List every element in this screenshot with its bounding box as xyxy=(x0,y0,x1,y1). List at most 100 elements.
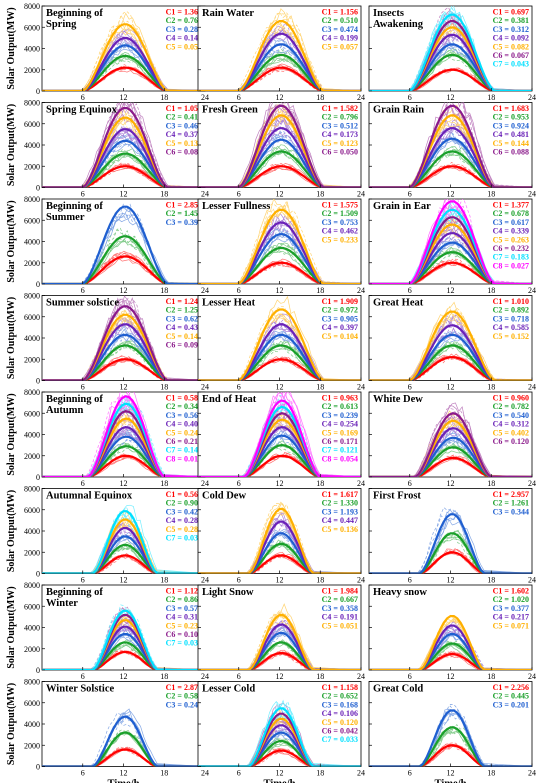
legend-c6: C6 = 0.042 xyxy=(322,727,358,736)
centroid-curve-c3 xyxy=(369,333,532,381)
legend-c5: C5 = 0.285 xyxy=(166,525,202,534)
x-tick-label: 18 xyxy=(160,93,168,102)
centroid-curve-c1 xyxy=(369,68,532,91)
legend-c2: C2 = 0.796 xyxy=(322,113,358,122)
centroid-curve-c2 xyxy=(42,445,205,477)
legend-c3: C3 = 0.286 xyxy=(166,25,202,34)
x-tick-label: 24 xyxy=(357,383,365,392)
centroid-curve-c5 xyxy=(369,310,532,381)
panel-title: Grain Rain xyxy=(373,105,424,116)
x-tick-label: 24 xyxy=(357,769,365,778)
panel-summer-solstice: 0 2000 4000 6000 8000 6 12 18 24 Summer solstice C… xyxy=(6,292,209,392)
centroid-curve-c5 xyxy=(198,308,361,381)
sample-curve-c4 xyxy=(369,226,532,284)
plot-frame xyxy=(41,198,206,285)
sample-curve-c6 xyxy=(369,404,532,477)
y-tick-label: 6000 xyxy=(24,23,40,32)
centroid-curve-c2 xyxy=(369,344,532,381)
legend-c4: C4 = 0.339 xyxy=(493,227,529,236)
x-tick-label: 24 xyxy=(357,479,365,488)
sample-curve-c1 xyxy=(198,556,361,574)
panel-title: Spring xyxy=(46,19,77,30)
x-tick-label: 18 xyxy=(487,93,495,102)
legend-c2: C2 = 1.259 xyxy=(166,306,202,315)
y-tick-label: 8000 xyxy=(24,2,40,11)
x-tick-label: 24 xyxy=(528,93,536,102)
centroid-curve-c2 xyxy=(42,344,205,381)
x-tick-label: 6 xyxy=(408,479,412,488)
y-tick-label: 2000 xyxy=(24,66,40,75)
legend-c1: C1 = 0.963 xyxy=(322,394,358,403)
legend-c1: C1 = 2.871 xyxy=(166,683,202,692)
legend-c4: C4 = 0.376 xyxy=(166,130,202,139)
sample-curve-c1 xyxy=(369,357,532,381)
legend-c6: C6 = 0.088 xyxy=(493,148,529,157)
series-group xyxy=(42,295,205,381)
legend-c5: C5 = 0.051 xyxy=(322,621,358,630)
centroid-curve-c7 xyxy=(42,609,205,670)
centroid-curve-c3 xyxy=(42,715,205,767)
centroid-curve-c1 xyxy=(198,261,361,284)
y-tick-label: 0 xyxy=(36,473,40,482)
y-tick-label: 8000 xyxy=(24,99,40,108)
x-tick-label: 24 xyxy=(357,286,365,295)
centroid-curve-c5 xyxy=(42,23,205,91)
sample-curve-c2 xyxy=(198,249,361,284)
x-tick-label: 6 xyxy=(237,672,241,681)
y-tick-label: 6000 xyxy=(24,216,40,225)
centroid-curve-c3 xyxy=(369,137,532,188)
panel-title: Heavy snow xyxy=(373,587,427,598)
y-tick-label: 0 xyxy=(36,377,40,386)
legend-c5: C5 = 0.071 xyxy=(493,621,529,630)
panel-title: Beginning of xyxy=(46,201,103,212)
centroid-curve-c6 xyxy=(369,412,532,477)
y-axis-label: Solar Output(MW) xyxy=(6,490,17,572)
sample-curve-c3 xyxy=(42,203,205,284)
centroid-curve-c1 xyxy=(369,744,532,767)
x-tick-label: 24 xyxy=(528,286,536,295)
x-tick-label: 18 xyxy=(316,479,324,488)
legend-c3: C3 = 0.344 xyxy=(493,507,529,516)
legend-c5: C5 = 0.123 xyxy=(322,139,358,148)
x-tick-label: 12 xyxy=(276,672,284,681)
sample-curve-c4 xyxy=(369,125,532,188)
plot-frame xyxy=(41,681,206,767)
centroid-curve-c3 xyxy=(198,43,361,91)
panel-title: Great Cold xyxy=(373,684,423,695)
y-axis-label: Solar Output(MW) xyxy=(6,200,17,282)
legend-c3: C3 = 0.426 xyxy=(166,507,202,516)
centroid-curve-c1 xyxy=(198,749,361,767)
centroid-curve-c2 xyxy=(42,731,205,767)
legend-c1: C1 = 1.050 xyxy=(166,104,202,113)
x-tick-label: 24 xyxy=(201,479,209,488)
panel-title: End of Heat xyxy=(202,394,257,405)
legend-c5: C5 = 0.138 xyxy=(166,139,202,148)
y-tick-label: 2000 xyxy=(24,741,40,750)
sample-curve-c5 xyxy=(198,11,361,91)
legend-c1: C1 = 1.909 xyxy=(322,297,358,306)
panel-title: Lesser Cold xyxy=(202,684,255,695)
legend-c7: C7 = 0.033 xyxy=(166,534,202,543)
y-tick-label: 0 xyxy=(36,666,40,675)
x-tick-label: 6 xyxy=(81,769,85,778)
x-tick-label: 6 xyxy=(408,672,412,681)
legend-c4: C4 = 0.092 xyxy=(493,34,529,43)
panel-title: Spring Equinox xyxy=(46,105,118,116)
series-group xyxy=(198,295,361,381)
centroid-curve-c1 xyxy=(198,165,361,188)
series-group xyxy=(369,6,532,91)
x-tick-label: 18 xyxy=(487,190,495,199)
panel-title: Insects xyxy=(373,8,404,19)
legend-c1: C1 = 2.850 xyxy=(166,201,202,210)
legend-c1: C1 = 1.240 xyxy=(166,297,202,306)
legend-c1: C1 = 1.377 xyxy=(493,201,529,210)
centroid-curve-c1 xyxy=(42,358,205,381)
x-tick-label: 6 xyxy=(237,769,241,778)
sample-curve-c6 xyxy=(369,104,532,188)
centroid-curve-c2 xyxy=(369,726,532,767)
x-tick-label: 12 xyxy=(276,769,284,778)
